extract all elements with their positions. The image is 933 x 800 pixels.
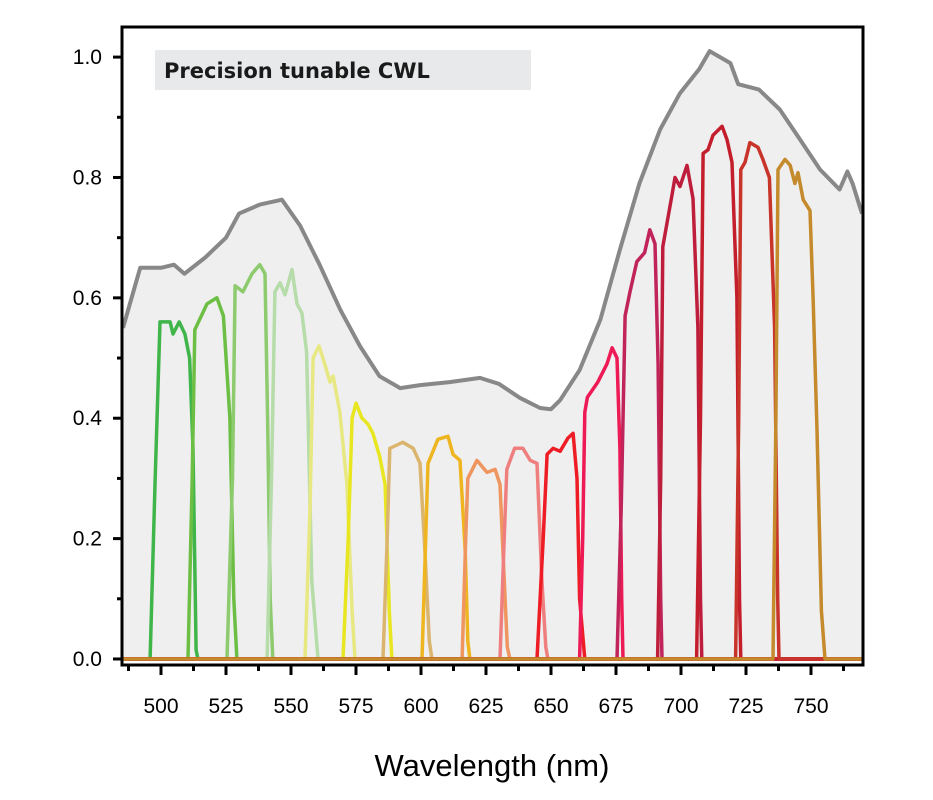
plot-area bbox=[122, 49, 863, 661]
filter-series-1 bbox=[122, 320, 863, 661]
x-tick-label: 750 bbox=[793, 695, 828, 718]
title-background bbox=[155, 50, 531, 90]
y-tick-label: 0.4 bbox=[73, 407, 103, 430]
envelope-area bbox=[123, 51, 862, 659]
series-group bbox=[122, 49, 863, 661]
chart-title-box: Precision tunable CWL bbox=[155, 50, 531, 90]
axes: 0.0 0.2 0.4 0.6 0.8 1.0 500 525 550 575 600 625 650 6… bbox=[73, 25, 865, 718]
filter-series-9 bbox=[122, 458, 863, 661]
x-tick-label: 575 bbox=[338, 695, 373, 718]
filter-series-13 bbox=[122, 228, 863, 661]
filter-series-10 bbox=[122, 446, 863, 661]
x-tick-label: 525 bbox=[208, 695, 243, 718]
y-tick-label: 0.6 bbox=[73, 287, 102, 310]
filter-series-8 bbox=[122, 434, 863, 661]
filter-series-4 bbox=[122, 267, 863, 661]
filter-series-7 bbox=[122, 440, 863, 661]
y-tick-label: 0.8 bbox=[73, 166, 102, 189]
filter-series-12 bbox=[122, 346, 863, 661]
x-tick-label: 700 bbox=[663, 695, 698, 718]
filter-series-14 bbox=[122, 163, 863, 661]
x-tick-label: 500 bbox=[143, 695, 178, 718]
x-tick-label: 600 bbox=[403, 695, 438, 718]
x-tick-label: 675 bbox=[598, 695, 633, 718]
envelope-line bbox=[122, 49, 863, 412]
x-axis-label: Wavelength (nm) bbox=[375, 748, 610, 783]
filter-series-16 bbox=[122, 140, 863, 661]
chart-title: Precision tunable CWL bbox=[164, 59, 430, 83]
y-tick-label: 1.0 bbox=[73, 46, 102, 69]
x-tick-label: 650 bbox=[533, 695, 568, 718]
x-tick-label: 625 bbox=[468, 695, 503, 718]
x-tick-label: 725 bbox=[728, 695, 763, 718]
plot-frame bbox=[120, 25, 865, 667]
filter-series-5 bbox=[122, 344, 863, 661]
filter-series-17 bbox=[122, 157, 863, 661]
x-tick-label: 550 bbox=[273, 695, 308, 718]
y-tick-label: 0.2 bbox=[73, 528, 102, 551]
filter-series-6 bbox=[122, 401, 863, 661]
filter-series-2 bbox=[122, 296, 863, 661]
y-tick-label: 0.0 bbox=[73, 648, 102, 671]
filter-series-15 bbox=[122, 124, 863, 661]
filter-series-3 bbox=[122, 262, 863, 661]
